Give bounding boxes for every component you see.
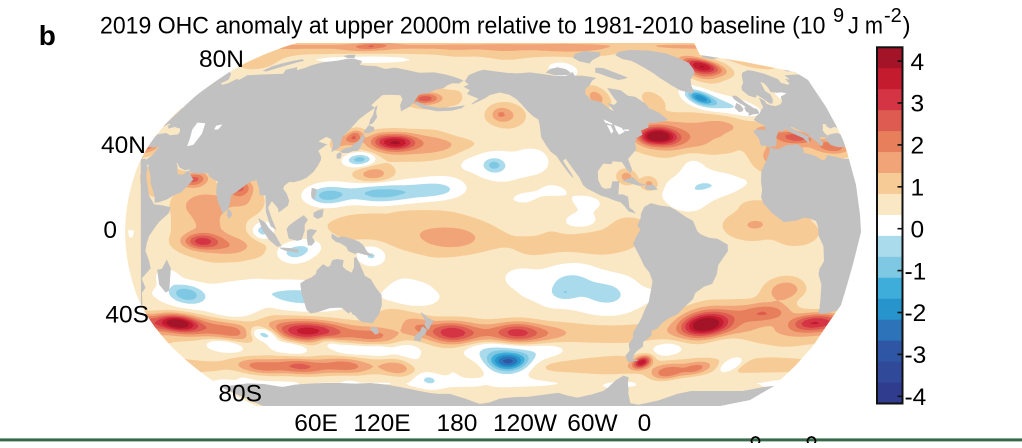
svg-text:120W: 120W bbox=[493, 410, 558, 437]
svg-text:4: 4 bbox=[911, 49, 925, 76]
svg-text:120E: 120E bbox=[353, 410, 410, 437]
svg-text:2: 2 bbox=[911, 133, 925, 160]
svg-text:-2: -2 bbox=[884, 5, 902, 27]
svg-text:180: 180 bbox=[437, 410, 478, 437]
svg-text:-4: -4 bbox=[905, 384, 927, 411]
svg-text:60W: 60W bbox=[567, 410, 618, 437]
svg-text:40N: 40N bbox=[101, 132, 146, 159]
svg-text:J m: J m bbox=[848, 13, 883, 40]
svg-text:-3: -3 bbox=[905, 342, 927, 369]
svg-text:0: 0 bbox=[911, 216, 925, 243]
svg-text:2019 OHC anomaly at upper 2000: 2019 OHC anomaly at upper 2000m relative… bbox=[100, 13, 826, 40]
svg-text:40S: 40S bbox=[105, 302, 149, 329]
svg-text:0: 0 bbox=[103, 217, 117, 244]
svg-text:-2: -2 bbox=[905, 300, 927, 327]
svg-text:b: b bbox=[39, 20, 56, 51]
svg-text:80S: 80S bbox=[218, 381, 262, 408]
svg-text:0: 0 bbox=[638, 410, 652, 437]
svg-text:1: 1 bbox=[911, 175, 925, 202]
svg-text:3: 3 bbox=[911, 91, 925, 118]
svg-text:-1: -1 bbox=[905, 258, 927, 285]
svg-text:9: 9 bbox=[833, 5, 844, 27]
svg-text:): ) bbox=[903, 13, 911, 40]
svg-text:80N: 80N bbox=[199, 46, 244, 73]
svg-text:60E: 60E bbox=[294, 410, 338, 437]
